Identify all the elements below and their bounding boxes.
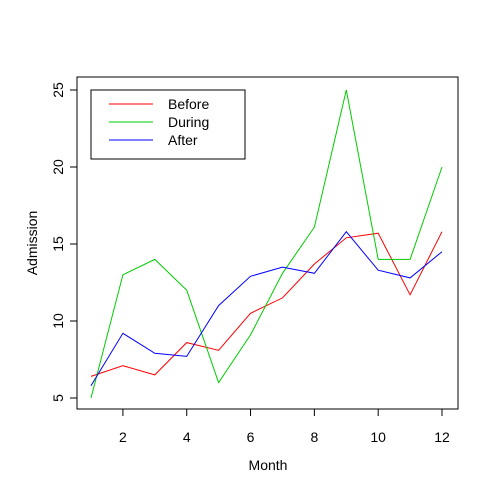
x-tick-label: 8 xyxy=(310,429,318,445)
series-line-during xyxy=(90,89,443,399)
y-tick-label: 10 xyxy=(50,313,66,329)
x-axis: 2 4 6 8 10 12 xyxy=(119,409,450,445)
legend-label-during: During xyxy=(168,114,209,130)
y-tick-label: 5 xyxy=(50,394,66,402)
series-line-before xyxy=(90,231,443,377)
x-axis-label: Month xyxy=(249,457,288,473)
y-axis: 5 10 15 20 25 xyxy=(50,82,77,402)
y-tick-label: 25 xyxy=(50,82,66,98)
legend: Before During After xyxy=(90,89,246,160)
x-tick-label: 12 xyxy=(434,429,450,445)
x-tick-label: 10 xyxy=(370,429,386,445)
plot-frame xyxy=(76,76,459,410)
y-axis-label: Admission xyxy=(24,211,40,276)
x-tick-label: 6 xyxy=(247,429,255,445)
y-tick-label: 15 xyxy=(50,236,66,252)
legend-label-before: Before xyxy=(168,96,209,112)
x-tick-label: 4 xyxy=(183,429,191,445)
x-tick-label: 2 xyxy=(119,429,127,445)
series-layer xyxy=(90,89,443,399)
legend-box xyxy=(90,89,246,160)
legend-label-after: After xyxy=(168,132,198,148)
series-line-after xyxy=(90,230,443,386)
y-tick-label: 20 xyxy=(50,159,66,175)
